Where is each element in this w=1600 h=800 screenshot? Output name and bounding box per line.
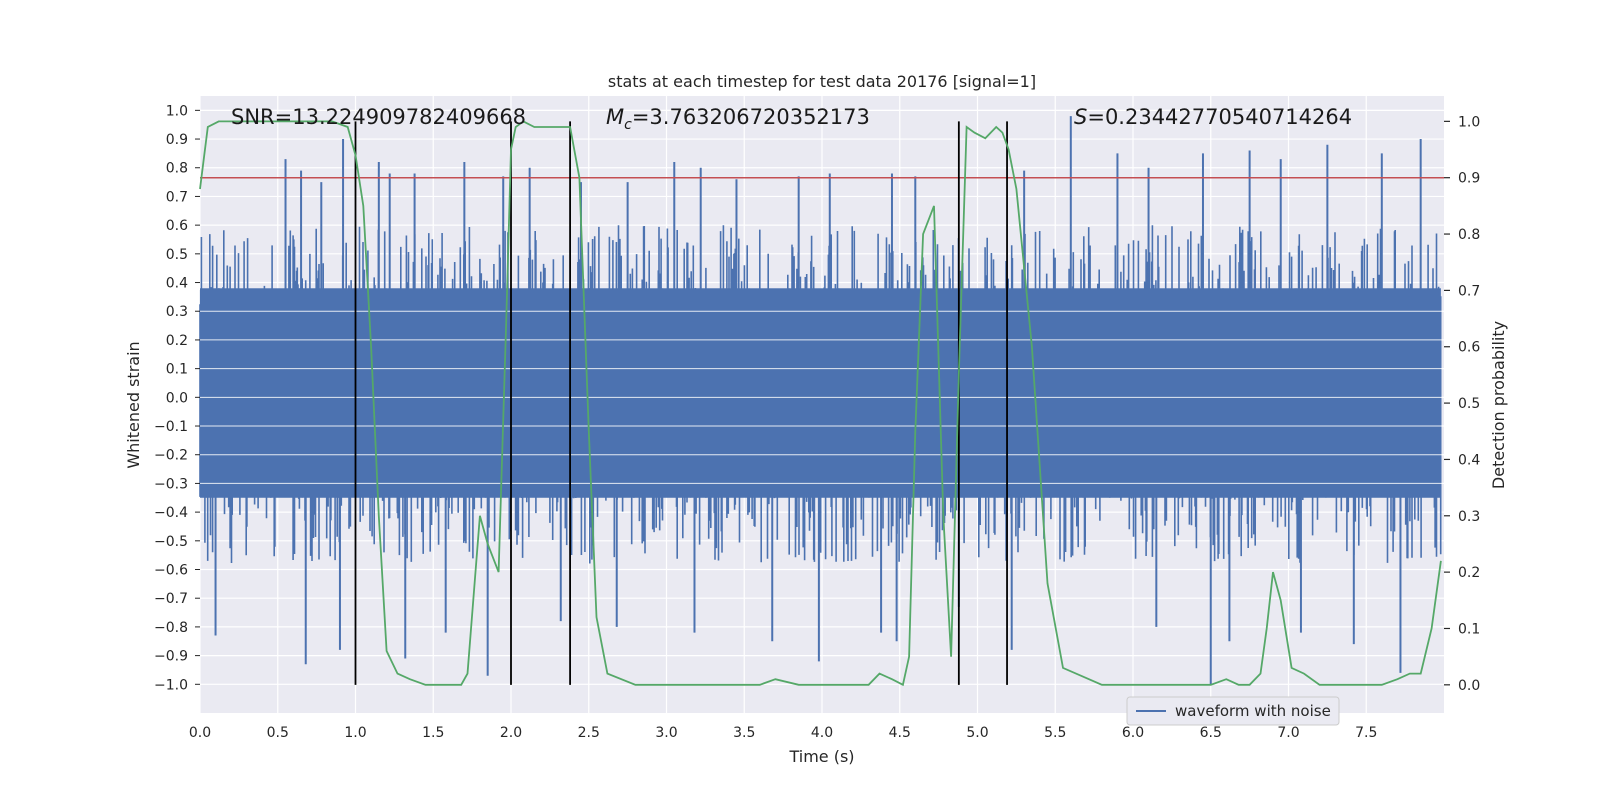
waveform-band — [200, 288, 1441, 498]
y-left-tick-label: 0.9 — [166, 132, 188, 148]
x-axis-label: Time (s) — [788, 747, 854, 766]
x-tick-label: 7.0 — [1277, 725, 1299, 741]
y-left-tick-label: −0.6 — [154, 563, 188, 579]
y-left-tick-label: −0.4 — [154, 505, 188, 521]
y-right-tick-label: 0.3 — [1458, 509, 1480, 525]
x-tick-label: 6.0 — [1122, 725, 1144, 741]
y-axis-label-right: Detection probability — [1489, 321, 1508, 489]
x-tick-label: 1.5 — [422, 725, 444, 741]
y-left-tick-label: 0.6 — [166, 218, 188, 234]
waveform-series — [199, 116, 1444, 685]
y-right-tick-label: 0.7 — [1458, 283, 1480, 299]
legend-box — [1126, 696, 1340, 726]
y-left-tick-label: −0.7 — [154, 591, 188, 607]
x-tick-label: 6.5 — [1200, 725, 1222, 741]
y-left-tick-label: −0.1 — [154, 419, 188, 435]
legend-entry: waveform with noise — [1175, 702, 1331, 720]
x-tick-label: 3.5 — [733, 725, 755, 741]
spin-symbol: S — [1074, 105, 1087, 129]
y-right-tick-label: 0.1 — [1458, 621, 1480, 637]
spin-value: =0.23442770540714264 — [1087, 105, 1352, 129]
x-tick-labels: 0.0 0.5 1.0 1.5 2.0 2.5 3.0 3.5 4.0 4.5 5.0 5.5 6.0 6… — [189, 725, 1378, 741]
x-tick-label: 4.0 — [811, 725, 833, 741]
y-left-tick-label: 0.8 — [166, 161, 188, 177]
y-left-tick-label: −0.2 — [154, 448, 188, 464]
y-left-tick-label: 0.4 — [166, 276, 188, 292]
x-tick-label: 5.5 — [1044, 725, 1066, 741]
x-tick-label: 0.5 — [267, 725, 289, 741]
x-tick-label: 5.0 — [966, 725, 988, 741]
y-right-tick-label: 0.5 — [1458, 396, 1480, 412]
y-left-tick-label: 0.2 — [166, 333, 188, 349]
y-left-tick-label: −0.5 — [154, 534, 188, 550]
chirp-mass-subscript: c — [624, 117, 632, 133]
y-left-tick-label: −1.0 — [154, 677, 188, 693]
chart-title: stats at each timestep for test data 201… — [608, 72, 1036, 91]
y-right-tick-label: 0.8 — [1458, 227, 1480, 243]
y-left-tick-label: −0.9 — [154, 649, 188, 665]
x-tick-label: 0.0 — [189, 725, 211, 741]
snr-annotation: SNR=13.224909782409668 — [231, 105, 526, 129]
y-left-tick-label: 1.0 — [166, 103, 188, 119]
x-tick-label: 1.0 — [344, 725, 366, 741]
y-left-tick-label: 0.5 — [166, 247, 188, 263]
probability-line — [199, 120, 1442, 687]
x-tick-label: 2.5 — [578, 725, 600, 741]
spin-annotation: S=0.23442770540714264 — [1074, 105, 1352, 129]
y-left-tick-label: −0.3 — [154, 476, 188, 492]
chirp-mass-value: =3.763206720352173 — [632, 105, 870, 129]
chirp-mass-symbol: M — [606, 105, 624, 129]
y-right-tick-label: 0.2 — [1458, 565, 1480, 581]
y-right-tick-label: 0.4 — [1458, 452, 1480, 468]
x-tick-label: 3.0 — [655, 725, 677, 741]
x-tick-label: 2.0 — [500, 725, 522, 741]
y-left-tick-label: 0.1 — [166, 362, 188, 378]
legend: waveform with noise — [1126, 696, 1340, 726]
y-left-tick-label: 0.7 — [166, 189, 188, 205]
x-tick-label: 7.5 — [1355, 725, 1377, 741]
chirp-mass-annotation: Mc=3.763206720352173 — [606, 105, 870, 133]
y-right-tick-label: 0.6 — [1458, 340, 1480, 356]
y-right-tick-labels: 1.0 0.9 0.8 0.7 0.6 0.5 0.4 0.3 0.2 0.1 0.0 — [1444, 114, 1480, 694]
y-left-tick-label: −0.8 — [154, 620, 188, 636]
y-left-tick-label: 0.0 — [166, 390, 188, 406]
y-left-tick-labels: 1.0 0.9 0.8 0.7 0.6 0.5 0.4 0.3 0.2 0.1 0.0 −0.1 −0.… — [154, 103, 200, 693]
x-tick-label: 4.5 — [889, 725, 911, 741]
y-left-tick-label: 0.3 — [166, 304, 188, 320]
probability-series — [199, 120, 1442, 687]
y-right-tick-label: 0.9 — [1458, 171, 1480, 187]
y-right-tick-label: 0.0 — [1458, 678, 1480, 694]
y-right-tick-label: 1.0 — [1458, 114, 1480, 130]
y-axis-label-left: Whitened strain — [124, 341, 143, 468]
